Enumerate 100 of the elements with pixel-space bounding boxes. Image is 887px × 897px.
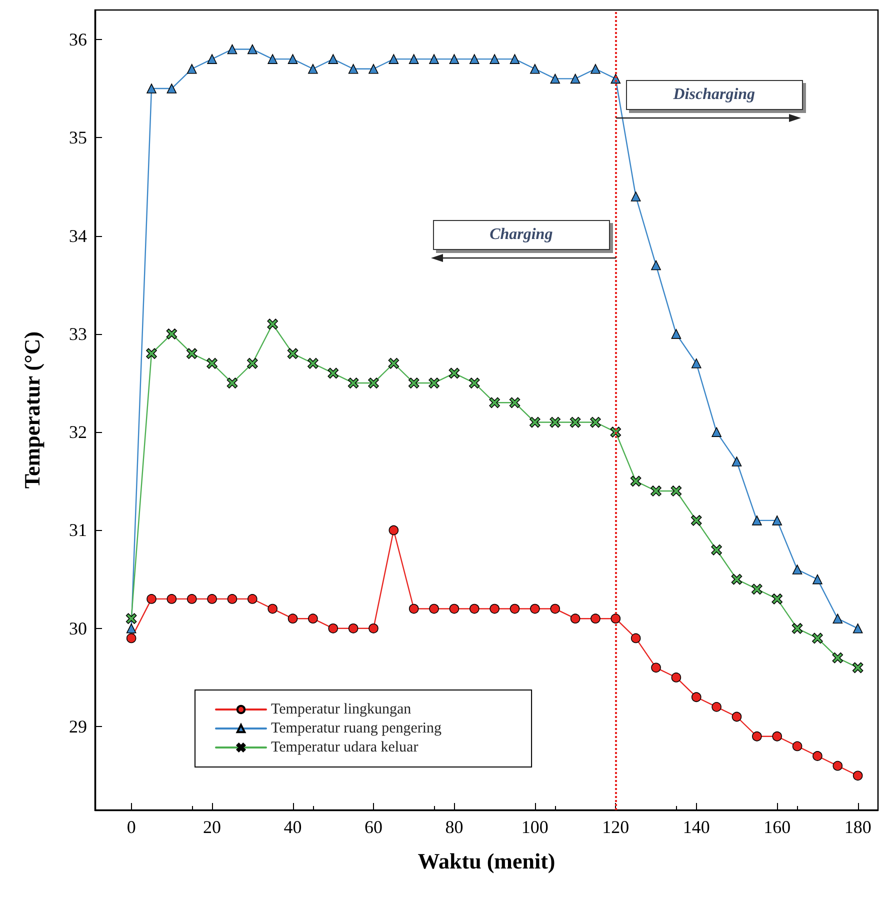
point [510,54,520,64]
x-tick-label: 60 [364,817,382,837]
point [186,64,197,74]
point [630,192,641,202]
point [812,574,822,584]
point [328,624,338,634]
point [650,486,662,496]
point [207,54,217,64]
point [468,378,480,388]
point [226,378,238,388]
y-tick-label: 35 [69,128,87,148]
point [570,416,581,428]
point [368,378,379,388]
point [126,624,136,634]
x-tick-label: 40 [284,817,302,837]
point [731,574,742,585]
point [772,594,782,604]
point [146,84,156,94]
x-tick-label: 80 [445,817,464,837]
point [832,652,844,664]
point [651,662,661,673]
point [308,64,318,74]
point [408,378,420,388]
point [651,260,661,270]
point [388,358,400,369]
point [308,358,318,369]
y-tick-label: 34 [69,226,87,246]
point [288,54,298,64]
point [146,594,156,604]
y-tick-label: 36 [69,29,87,50]
point [812,751,822,761]
point [509,397,520,408]
y-tick-label: 31 [69,520,87,540]
point [408,54,419,64]
point [671,329,682,339]
point [126,633,136,644]
point [852,662,864,674]
point [691,692,702,702]
point [227,594,238,604]
point [328,54,338,64]
point [570,614,580,624]
x-tick-label: 140 [682,817,710,837]
point [308,614,318,624]
label-box: Charging [432,220,610,250]
point [792,623,803,634]
point [732,456,742,466]
y-tick-label: 30 [69,618,87,638]
point [772,516,782,526]
point [852,770,863,781]
point [590,64,600,74]
point [630,633,641,644]
point [732,712,742,722]
point [792,564,802,574]
point [429,604,439,614]
point [206,358,218,369]
point [388,525,399,536]
point [792,741,802,752]
point [530,604,540,614]
point [530,64,540,74]
point [469,54,480,64]
point [832,614,843,624]
y-tick-label: 29 [69,716,87,737]
point [772,731,782,742]
point [449,604,460,614]
y-tick-label: 33 [69,324,87,344]
point [348,64,358,74]
point [752,516,762,526]
point [166,328,178,340]
x-tick-label: 180 [844,817,872,837]
y-tick-label: 32 [69,422,87,442]
point [186,348,198,359]
x-tick-label: 0 [126,817,136,837]
point [248,44,258,54]
point [752,731,762,742]
point [388,54,399,64]
legend-label: Temperatur udara keluar [271,740,418,756]
point [590,614,600,624]
point [368,624,378,634]
point [752,584,762,595]
point [166,84,177,94]
point [449,54,460,64]
point [489,397,500,408]
point [490,54,500,64]
point [248,594,258,604]
point [146,348,157,359]
point [690,515,702,526]
point [227,44,238,54]
point [288,614,298,624]
x-axis-title: Waktu (menit) [418,848,556,874]
point [570,74,580,84]
point [207,594,217,604]
point [368,64,378,74]
point [126,613,137,624]
point [428,378,440,388]
point [550,604,560,614]
point [247,358,258,369]
point [691,358,702,368]
point [490,604,500,614]
point [852,624,863,634]
x-tick-label: 100 [521,817,548,837]
